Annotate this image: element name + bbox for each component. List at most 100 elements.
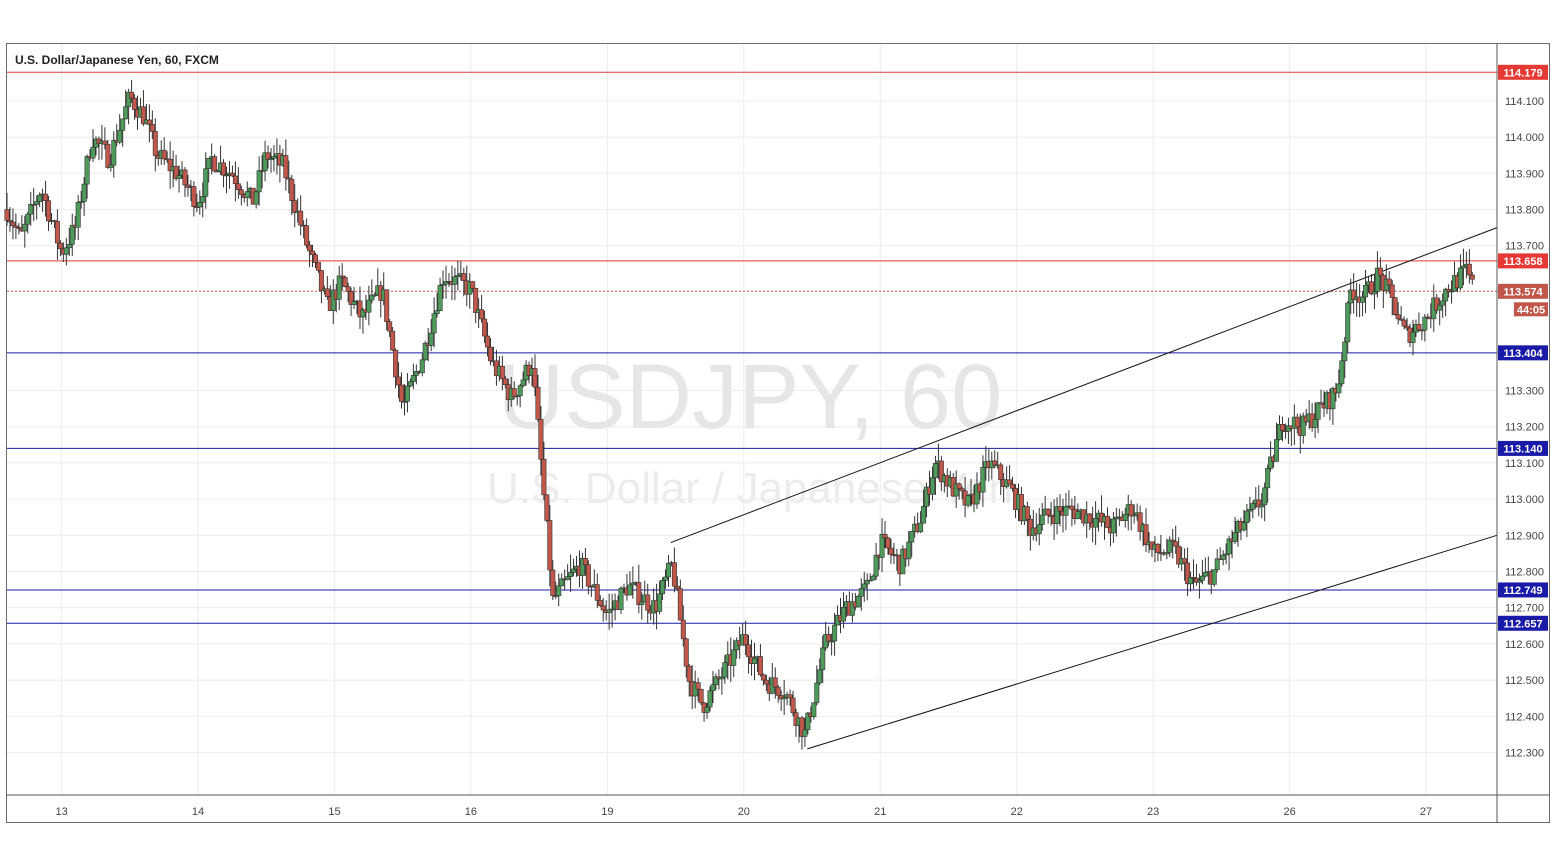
candle-body: [1173, 541, 1179, 547]
candle: [256, 156, 262, 206]
candle: [1250, 500, 1256, 519]
candle: [1342, 336, 1348, 379]
candle: [401, 383, 407, 416]
candle-body: [1232, 531, 1238, 542]
candle: [606, 593, 612, 630]
candle: [1182, 548, 1188, 581]
x-tick-label: 14: [192, 806, 204, 818]
price-line-label-bg: [1498, 253, 1548, 269]
candle: [814, 665, 820, 706]
candle: [428, 319, 434, 352]
y-tick-label: 112.900: [1505, 530, 1544, 542]
candle: [1232, 516, 1238, 545]
candle: [820, 635, 826, 683]
candle-body: [455, 274, 461, 278]
candle-body: [787, 694, 793, 699]
candle: [1131, 504, 1137, 524]
candle: [980, 455, 986, 507]
candle: [1279, 416, 1285, 442]
candle-body: [671, 562, 677, 587]
candle-body: [191, 186, 197, 207]
candle: [66, 228, 72, 257]
candle-body: [1131, 514, 1137, 517]
candle-body: [1054, 506, 1060, 524]
candle-body: [594, 584, 600, 601]
candle: [826, 626, 832, 647]
candle: [790, 690, 796, 717]
candle: [663, 569, 669, 589]
candle: [102, 127, 108, 150]
y-tick-label: 112.500: [1505, 675, 1544, 687]
candle-body: [1241, 522, 1247, 531]
price-lines: [7, 71, 1497, 624]
candle-body: [781, 697, 787, 700]
candle: [235, 167, 241, 199]
candle-body: [396, 376, 402, 386]
candle: [538, 406, 544, 476]
candle: [1446, 284, 1452, 298]
candle: [885, 536, 891, 555]
candle-body: [514, 395, 520, 398]
candle: [25, 211, 31, 234]
candle-body: [461, 273, 467, 282]
candle: [867, 573, 873, 582]
candle: [161, 137, 167, 165]
candle-body: [867, 579, 873, 582]
candle: [811, 702, 817, 720]
candle-body: [817, 669, 823, 684]
candle-body: [1250, 503, 1256, 510]
candle: [1054, 497, 1060, 535]
candle: [455, 260, 461, 291]
candle: [149, 110, 155, 140]
candle: [324, 276, 330, 300]
candle-body: [372, 294, 378, 297]
candle: [909, 530, 915, 558]
candle-body: [431, 313, 437, 334]
candle: [594, 573, 600, 609]
candle-body: [520, 379, 526, 387]
candle-body: [606, 609, 612, 613]
candle: [1173, 525, 1179, 554]
candle: [760, 673, 766, 686]
candle: [13, 213, 19, 239]
candle-body: [123, 106, 129, 120]
candle-body: [63, 247, 69, 255]
candle: [938, 456, 944, 491]
candle-body: [763, 679, 769, 685]
candle-body: [84, 156, 90, 185]
candle: [731, 639, 737, 678]
candle: [1404, 318, 1410, 331]
candle-body: [1259, 504, 1265, 508]
candle: [43, 180, 49, 217]
candle: [482, 310, 488, 344]
candle-body: [719, 676, 725, 680]
candle: [535, 374, 541, 422]
candle-body: [75, 202, 81, 228]
candle-body: [1027, 518, 1033, 536]
candle: [446, 273, 452, 287]
candle-body: [832, 624, 838, 642]
candle: [63, 238, 69, 266]
candle: [54, 209, 60, 260]
candle: [1389, 280, 1395, 316]
candle-body: [660, 580, 666, 595]
candle-body: [1265, 468, 1271, 489]
candle: [1262, 482, 1268, 522]
candle: [37, 192, 43, 207]
candle: [96, 136, 102, 161]
candle-body: [318, 270, 324, 292]
candle: [861, 571, 867, 602]
candle: [342, 275, 348, 288]
candle: [1360, 291, 1366, 317]
candle-body: [1220, 554, 1226, 560]
candle-body: [126, 91, 132, 108]
candle-body: [289, 178, 295, 201]
x-tick-label: 23: [1147, 806, 1159, 818]
candle: [683, 637, 689, 678]
candle: [1274, 422, 1280, 462]
candle-body: [244, 191, 250, 198]
candle-body: [401, 401, 407, 403]
candle: [1027, 515, 1033, 551]
candle: [1214, 549, 1220, 573]
